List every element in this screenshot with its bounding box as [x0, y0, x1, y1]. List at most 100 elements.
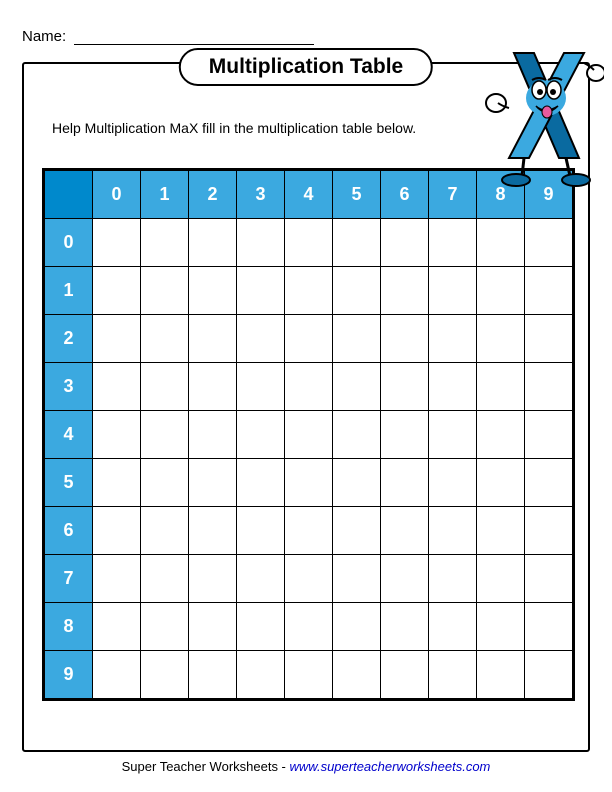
cell-1-6[interactable]: [381, 267, 429, 315]
cell-8-3[interactable]: [237, 603, 285, 651]
cell-3-1[interactable]: [141, 363, 189, 411]
cell-1-3[interactable]: [237, 267, 285, 315]
cell-5-5[interactable]: [333, 459, 381, 507]
cell-4-2[interactable]: [189, 411, 237, 459]
cell-9-4[interactable]: [285, 651, 333, 699]
cell-9-1[interactable]: [141, 651, 189, 699]
cell-4-3[interactable]: [237, 411, 285, 459]
cell-3-8[interactable]: [477, 363, 525, 411]
cell-2-2[interactable]: [189, 315, 237, 363]
cell-0-5[interactable]: [333, 219, 381, 267]
cell-3-7[interactable]: [429, 363, 477, 411]
cell-0-6[interactable]: [381, 219, 429, 267]
cell-1-8[interactable]: [477, 267, 525, 315]
cell-5-6[interactable]: [381, 459, 429, 507]
cell-7-2[interactable]: [189, 555, 237, 603]
cell-7-0[interactable]: [93, 555, 141, 603]
name-input-line[interactable]: [74, 44, 314, 45]
cell-2-1[interactable]: [141, 315, 189, 363]
cell-2-4[interactable]: [285, 315, 333, 363]
cell-1-5[interactable]: [333, 267, 381, 315]
cell-8-4[interactable]: [285, 603, 333, 651]
cell-7-4[interactable]: [285, 555, 333, 603]
cell-8-0[interactable]: [93, 603, 141, 651]
cell-9-7[interactable]: [429, 651, 477, 699]
cell-4-7[interactable]: [429, 411, 477, 459]
cell-6-1[interactable]: [141, 507, 189, 555]
cell-9-9[interactable]: [525, 651, 573, 699]
cell-9-5[interactable]: [333, 651, 381, 699]
cell-8-2[interactable]: [189, 603, 237, 651]
cell-6-5[interactable]: [333, 507, 381, 555]
cell-6-9[interactable]: [525, 507, 573, 555]
cell-5-7[interactable]: [429, 459, 477, 507]
cell-5-3[interactable]: [237, 459, 285, 507]
cell-3-0[interactable]: [93, 363, 141, 411]
cell-5-0[interactable]: [93, 459, 141, 507]
cell-2-9[interactable]: [525, 315, 573, 363]
cell-9-8[interactable]: [477, 651, 525, 699]
cell-7-9[interactable]: [525, 555, 573, 603]
cell-1-9[interactable]: [525, 267, 573, 315]
cell-8-8[interactable]: [477, 603, 525, 651]
cell-6-8[interactable]: [477, 507, 525, 555]
cell-2-5[interactable]: [333, 315, 381, 363]
cell-0-7[interactable]: [429, 219, 477, 267]
cell-9-0[interactable]: [93, 651, 141, 699]
cell-4-0[interactable]: [93, 411, 141, 459]
cell-3-2[interactable]: [189, 363, 237, 411]
cell-7-7[interactable]: [429, 555, 477, 603]
cell-8-1[interactable]: [141, 603, 189, 651]
cell-1-2[interactable]: [189, 267, 237, 315]
cell-2-3[interactable]: [237, 315, 285, 363]
cell-6-4[interactable]: [285, 507, 333, 555]
cell-9-2[interactable]: [189, 651, 237, 699]
cell-3-4[interactable]: [285, 363, 333, 411]
cell-7-3[interactable]: [237, 555, 285, 603]
cell-0-9[interactable]: [525, 219, 573, 267]
cell-1-0[interactable]: [93, 267, 141, 315]
cell-3-9[interactable]: [525, 363, 573, 411]
cell-9-6[interactable]: [381, 651, 429, 699]
cell-3-5[interactable]: [333, 363, 381, 411]
cell-2-6[interactable]: [381, 315, 429, 363]
cell-6-3[interactable]: [237, 507, 285, 555]
cell-0-4[interactable]: [285, 219, 333, 267]
cell-5-9[interactable]: [525, 459, 573, 507]
cell-0-2[interactable]: [189, 219, 237, 267]
cell-5-2[interactable]: [189, 459, 237, 507]
cell-2-8[interactable]: [477, 315, 525, 363]
cell-8-7[interactable]: [429, 603, 477, 651]
cell-1-7[interactable]: [429, 267, 477, 315]
cell-7-1[interactable]: [141, 555, 189, 603]
cell-7-5[interactable]: [333, 555, 381, 603]
cell-0-1[interactable]: [141, 219, 189, 267]
cell-8-9[interactable]: [525, 603, 573, 651]
cell-8-5[interactable]: [333, 603, 381, 651]
cell-4-5[interactable]: [333, 411, 381, 459]
cell-4-8[interactable]: [477, 411, 525, 459]
cell-6-6[interactable]: [381, 507, 429, 555]
cell-7-8[interactable]: [477, 555, 525, 603]
cell-9-3[interactable]: [237, 651, 285, 699]
cell-4-9[interactable]: [525, 411, 573, 459]
cell-6-7[interactable]: [429, 507, 477, 555]
cell-6-0[interactable]: [93, 507, 141, 555]
cell-5-8[interactable]: [477, 459, 525, 507]
cell-1-4[interactable]: [285, 267, 333, 315]
cell-0-3[interactable]: [237, 219, 285, 267]
cell-7-6[interactable]: [381, 555, 429, 603]
cell-0-0[interactable]: [93, 219, 141, 267]
cell-0-8[interactable]: [477, 219, 525, 267]
cell-5-1[interactable]: [141, 459, 189, 507]
cell-3-3[interactable]: [237, 363, 285, 411]
cell-8-6[interactable]: [381, 603, 429, 651]
cell-5-4[interactable]: [285, 459, 333, 507]
cell-4-6[interactable]: [381, 411, 429, 459]
cell-2-0[interactable]: [93, 315, 141, 363]
cell-1-1[interactable]: [141, 267, 189, 315]
cell-6-2[interactable]: [189, 507, 237, 555]
cell-4-1[interactable]: [141, 411, 189, 459]
cell-4-4[interactable]: [285, 411, 333, 459]
cell-3-6[interactable]: [381, 363, 429, 411]
